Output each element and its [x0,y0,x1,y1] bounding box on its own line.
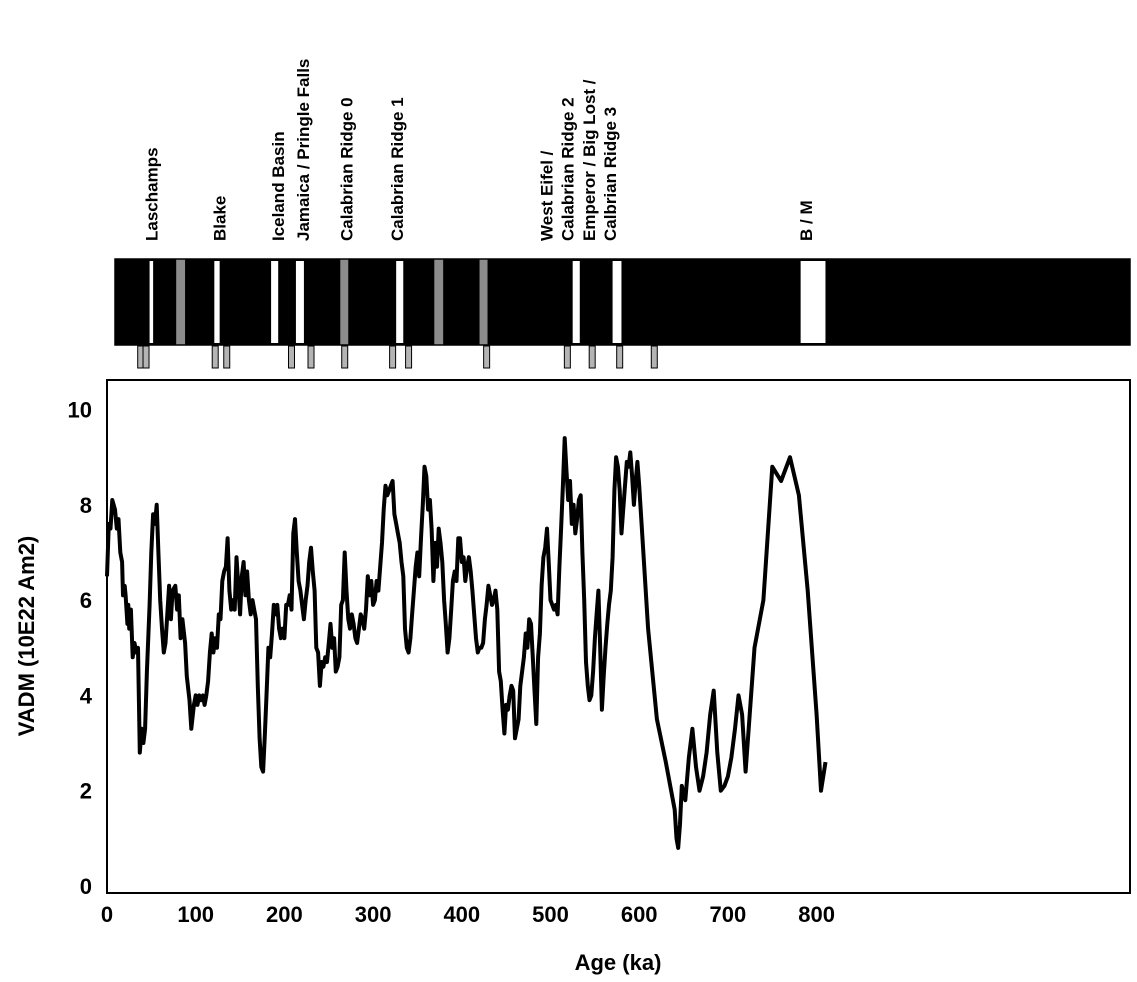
x-tick-label: 800 [798,902,835,927]
excursion-marker [223,345,231,369]
excursion-marker [211,345,219,369]
x-tick-label: 500 [532,902,569,927]
excursion-marker [405,345,413,369]
polarity-excursion-band [396,261,404,343]
excursion-marker [483,345,491,369]
excursion-label: Iceland Basin [269,131,288,241]
plot-area-frame [106,379,1131,894]
excursion-label: West Eifel / [537,150,556,241]
x-axis-title: Age (ka) [575,950,662,975]
polarity-excursion-band [214,261,220,343]
y-tick-label: 0 [80,874,92,899]
x-tick-label: 200 [266,902,303,927]
y-tick-label: 4 [80,683,93,708]
excursion-label: Emperor / Big Lost / [580,79,599,241]
series-line-0 [105,436,828,850]
y-axis-ticks: 0 2 4 6 8 10 [68,398,93,900]
polarity-uncertain-band [479,259,488,345]
polarity-uncertain-band [434,259,444,345]
x-tick-label: 300 [355,902,392,927]
polarity-excursion-band [149,261,154,343]
excursion-label: Jamaica / Pringle Falls [294,59,313,241]
polarity-bar-outline [114,258,1131,346]
polarity-bar-background [115,259,1130,345]
excursion-marker [616,345,624,369]
x-tick-label: 0 [101,902,113,927]
polarity-excursion-band [572,261,580,343]
x-tick-label: 100 [177,902,214,927]
polarity-excursion-band [800,261,826,343]
excursion-marker [650,345,658,369]
x-axis-ticks: 0 100 200 300 400 500 600 700 800 [101,902,835,927]
y-tick-label: 10 [68,398,92,423]
polarity-uncertain-band [340,259,349,345]
excursion-marker [287,345,295,369]
excursion-label: Calabrian Ridge 0 [338,97,357,241]
y-tick-label: 6 [80,588,92,613]
x-tick-label: 600 [621,902,658,927]
excursion-marker [341,345,349,369]
excursion-label: Laschamps [142,147,161,241]
polarity-excursion-band [612,261,622,343]
y-axis-title: VADM (10E22 Am2) [14,536,39,737]
excursion-label: Calbrian Ridge 3 [601,107,620,241]
vadm-series [105,436,828,850]
y-tick-label: 8 [80,493,92,518]
excursion-label: B / M [797,200,816,241]
excursion-marker [142,345,150,369]
excursion-labels: Laschamps Blake Iceland Basin Jamaica / Pri… [142,59,816,241]
x-tick-label: 700 [710,902,747,927]
excursion-label: Calabrian Ridge 1 [388,97,407,241]
polarity-excursion-band [271,261,279,343]
polarity-uncertain-band [176,259,186,345]
excursion-marker [389,345,397,369]
polarity-bar [114,258,1131,346]
excursion-label: Blake [211,196,230,241]
excursion-marker [307,345,315,369]
polarity-excursion-band [295,261,304,343]
excursion-label: Calabrian Ridge 2 [558,97,577,241]
x-tick-label: 400 [443,902,480,927]
excursion-marker [563,345,571,369]
excursion-markers [137,345,658,369]
excursion-marker [588,345,596,369]
y-tick-label: 2 [80,779,92,804]
